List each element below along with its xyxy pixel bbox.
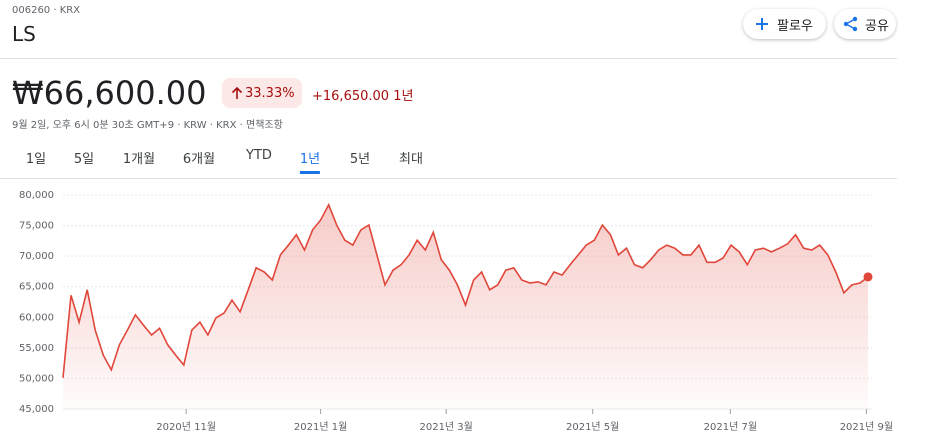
price: ₩66,600.00	[12, 74, 207, 112]
range-tab[interactable]: YTD	[246, 148, 272, 163]
price-line	[62, 202, 869, 378]
share-label: 공유	[865, 18, 889, 34]
arrow-up-icon	[231, 86, 243, 99]
x-tick-label: 2021년 9월	[840, 421, 893, 433]
share-icon	[843, 16, 858, 32]
end-dot	[863, 272, 873, 282]
change-badge: 33.33%	[222, 78, 302, 108]
change-row: +16,650.00 1년	[312, 85, 413, 104]
change-period: 1년	[393, 89, 414, 104]
change-amount: +16,650.00	[312, 89, 390, 104]
share-button[interactable]: 공유	[834, 9, 896, 39]
y-tick-label: 80,000	[19, 190, 54, 201]
x-tick-label: 2021년 5월	[566, 421, 619, 433]
range-tab[interactable]: 5일	[73, 152, 95, 167]
range-tab[interactable]: 1개월	[122, 152, 156, 167]
divider	[0, 58, 897, 59]
change-percent: 33.33%	[245, 85, 295, 101]
range-tab[interactable]: 5년	[349, 152, 371, 167]
range-tab[interactable]: 1년	[299, 148, 321, 174]
x-tick-label: 2021년 7월	[704, 421, 757, 433]
y-tick-label: 60,000	[19, 312, 54, 323]
range-tab[interactable]: 최대	[399, 152, 423, 167]
range-tab[interactable]: 6개월	[182, 152, 216, 167]
y-tick-label: 45,000	[19, 404, 54, 415]
ticker: 006260 · KRX	[12, 5, 81, 16]
y-tick-label: 50,000	[19, 373, 54, 384]
follow-button[interactable]: 팔로우	[743, 9, 826, 39]
plus-icon	[756, 18, 768, 30]
y-tick-label: 70,000	[19, 251, 54, 262]
x-tick-label: 2021년 1월	[294, 421, 347, 433]
divider	[0, 178, 897, 179]
quote-info: 9월 2일, 오후 6시 0분 30초 GMT+9 · KRW · KRX · …	[12, 120, 283, 131]
follow-label: 팔로우	[777, 18, 813, 34]
y-tick-label: 65,000	[19, 282, 54, 293]
y-tick-label: 75,000	[19, 221, 54, 232]
x-tick-label: 2021년 3월	[419, 421, 472, 433]
y-tick-label: 55,000	[19, 343, 54, 354]
x-tick-label: 2020년 11월	[156, 421, 216, 433]
stock-name: LS	[12, 22, 36, 46]
range-tab[interactable]: 1일	[25, 152, 47, 167]
